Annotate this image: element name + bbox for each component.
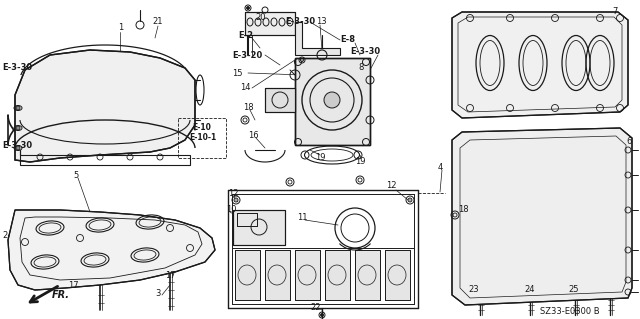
Text: E-3-30: E-3-30	[2, 63, 32, 72]
Text: 16: 16	[248, 130, 259, 139]
Polygon shape	[452, 12, 628, 118]
Text: E-3-20: E-3-20	[232, 50, 262, 60]
Text: 3: 3	[155, 288, 161, 298]
Text: E-10-1: E-10-1	[189, 132, 216, 142]
Circle shape	[321, 314, 323, 316]
Text: 1: 1	[118, 24, 124, 33]
Text: 24: 24	[524, 286, 534, 294]
Circle shape	[301, 58, 303, 62]
Bar	[237, 213, 257, 226]
Text: 18: 18	[243, 103, 253, 113]
Bar	[178, 118, 226, 158]
Polygon shape	[295, 22, 340, 55]
Circle shape	[16, 146, 20, 150]
Text: 2: 2	[2, 231, 7, 240]
Text: 17: 17	[68, 280, 79, 290]
Text: 17: 17	[165, 271, 175, 279]
Text: 20: 20	[255, 13, 266, 23]
Circle shape	[324, 92, 340, 108]
Polygon shape	[235, 250, 260, 300]
Text: E-3-30: E-3-30	[350, 48, 380, 56]
Text: E-3-30: E-3-30	[285, 18, 315, 26]
Text: 12: 12	[228, 189, 239, 198]
Text: 18: 18	[458, 205, 468, 214]
Text: 23: 23	[468, 286, 479, 294]
Text: SZ33-E0300 B: SZ33-E0300 B	[540, 308, 600, 316]
Text: 6: 6	[626, 137, 632, 146]
Polygon shape	[8, 210, 215, 290]
Bar	[233, 210, 285, 245]
Polygon shape	[265, 250, 290, 300]
Bar	[233, 210, 285, 245]
Bar	[237, 213, 257, 226]
Circle shape	[234, 198, 238, 202]
Text: 19: 19	[355, 158, 365, 167]
Circle shape	[16, 106, 20, 110]
Text: 11: 11	[297, 213, 307, 222]
Polygon shape	[15, 50, 195, 162]
Text: 8: 8	[358, 63, 364, 72]
Polygon shape	[452, 128, 632, 305]
Text: E-8: E-8	[340, 35, 355, 44]
Text: 14: 14	[240, 84, 250, 93]
Text: 19: 19	[315, 153, 326, 162]
Text: 15: 15	[232, 69, 243, 78]
Polygon shape	[355, 250, 380, 300]
Text: E-10: E-10	[192, 123, 211, 132]
Polygon shape	[325, 250, 350, 300]
Text: 22: 22	[310, 303, 321, 313]
Text: 21: 21	[152, 18, 163, 26]
Text: 10: 10	[226, 205, 237, 214]
Text: E-3-30: E-3-30	[2, 140, 32, 150]
Text: 5: 5	[73, 170, 78, 180]
Circle shape	[246, 6, 250, 10]
Text: 4: 4	[438, 164, 444, 173]
Text: FR.: FR.	[52, 290, 70, 300]
Polygon shape	[295, 250, 320, 300]
Text: 13: 13	[316, 18, 326, 26]
Polygon shape	[385, 250, 410, 300]
Text: 25: 25	[568, 286, 579, 294]
Text: 7: 7	[612, 8, 618, 17]
Polygon shape	[245, 12, 295, 35]
Polygon shape	[295, 58, 370, 145]
Circle shape	[16, 126, 20, 130]
Text: 12: 12	[386, 182, 397, 190]
Circle shape	[408, 198, 412, 202]
Polygon shape	[265, 88, 295, 112]
Text: E-2: E-2	[238, 31, 253, 40]
